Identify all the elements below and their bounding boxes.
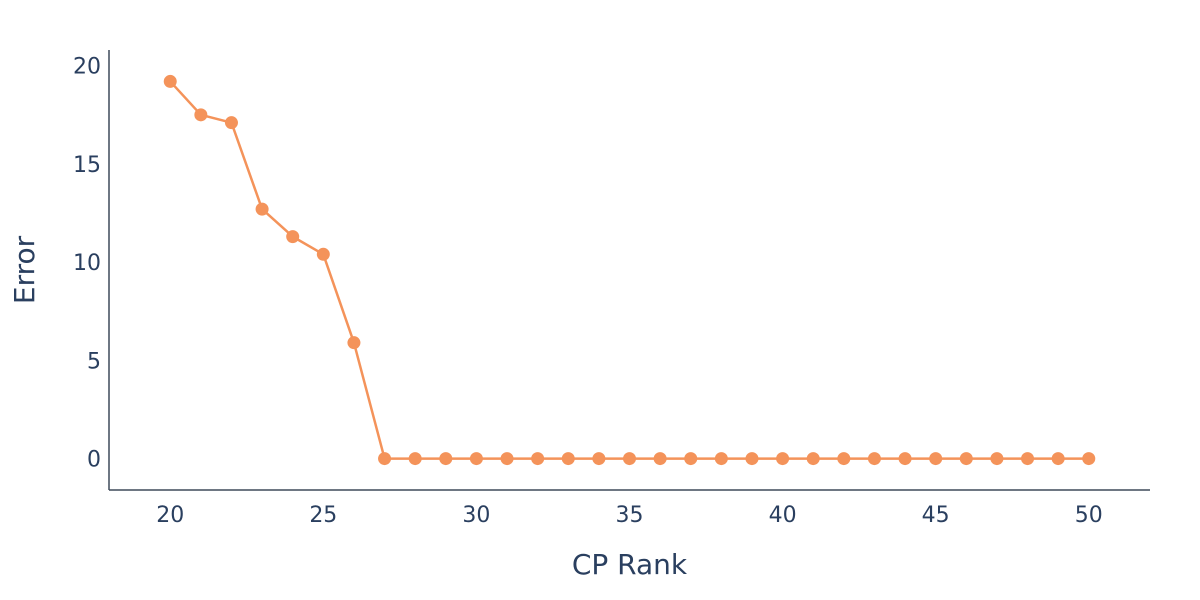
- data-point: [561, 452, 575, 466]
- y-tick-label: 5: [87, 349, 101, 374]
- data-point: [653, 452, 667, 466]
- x-axis-ticks: 20 25 30 35 40 45 50: [156, 503, 1103, 528]
- x-tick-label: 20: [156, 503, 184, 528]
- data-point: [1082, 452, 1096, 466]
- data-point: [439, 452, 453, 466]
- data-point: [500, 452, 514, 466]
- data-point: [929, 452, 943, 466]
- x-axis-title: CP Rank: [572, 548, 688, 581]
- data-point: [224, 116, 238, 130]
- data-point: [531, 452, 545, 466]
- data-point: [684, 452, 698, 466]
- data-point: [347, 336, 361, 350]
- y-tick-label: 0: [87, 448, 101, 473]
- data-point: [469, 452, 483, 466]
- series-layer: [163, 74, 1096, 466]
- data-point: [316, 247, 330, 261]
- data-point: [194, 108, 208, 122]
- x-tick-label: 30: [462, 503, 490, 528]
- data-point: [867, 452, 881, 466]
- series-line: [169, 80, 1089, 460]
- axes: [108, 50, 1150, 491]
- data-point: [623, 452, 636, 466]
- data-point: [378, 452, 392, 466]
- y-tick-label: 15: [73, 153, 101, 178]
- x-tick-label: 40: [769, 503, 797, 528]
- data-point: [163, 74, 177, 88]
- y-axis-title: Error: [8, 235, 41, 304]
- data-point: [745, 452, 759, 466]
- data-point: [1021, 452, 1035, 466]
- data-point: [714, 452, 728, 466]
- data-point: [898, 452, 912, 466]
- data-point: [408, 452, 422, 466]
- data-point: [959, 452, 973, 466]
- y-tick-label: 20: [73, 55, 101, 80]
- data-point: [286, 230, 300, 244]
- x-tick-label: 25: [309, 503, 337, 528]
- data-point: [592, 452, 606, 466]
- x-tick-label: 45: [922, 503, 950, 528]
- y-axis-ticks: 0 5 10 15 20: [73, 55, 101, 473]
- data-point: [1051, 452, 1065, 466]
- data-point: [990, 452, 1004, 466]
- data-point: [255, 202, 269, 216]
- data-point: [837, 452, 851, 466]
- data-point: [806, 452, 820, 466]
- series-0: [163, 74, 1096, 466]
- y-tick-label: 10: [73, 251, 101, 276]
- data-point: [776, 452, 790, 466]
- x-tick-label: 50: [1075, 503, 1103, 528]
- x-tick-label: 35: [616, 503, 644, 528]
